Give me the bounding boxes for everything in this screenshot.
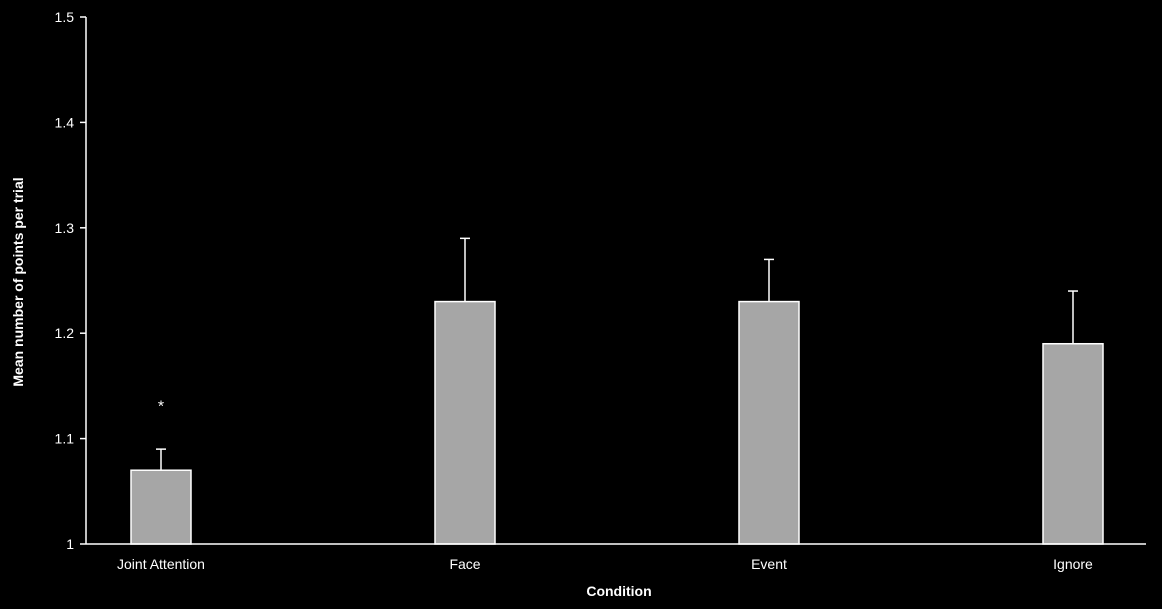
annotations-layer: * (158, 399, 164, 416)
x-axis-title: Condition (586, 583, 651, 599)
y-tick-label: 1.3 (55, 220, 75, 236)
error-bars-layer (156, 237, 1078, 471)
y-tick-label: 1.1 (55, 431, 75, 447)
bar (1042, 342, 1104, 545)
y-tick-label: 1.4 (55, 114, 75, 130)
bar (434, 300, 496, 545)
x-tick-label: Event (751, 556, 787, 572)
bar (738, 300, 800, 545)
x-ticks-layer: Joint Attention Face Event Ignore (117, 556, 1093, 572)
x-tick-label: Face (449, 556, 480, 572)
y-tick-label: 1 (66, 536, 74, 552)
bar (130, 469, 192, 545)
significance-marker: * (158, 399, 164, 416)
y-tick-label: 1.5 (55, 9, 75, 25)
bars-layer (130, 300, 1104, 545)
y-ticks-layer: 1 1.1 1.2 1.3 1.4 1.5 (55, 9, 86, 552)
y-tick-label: 1.2 (55, 325, 75, 341)
x-tick-label: Ignore (1053, 556, 1093, 572)
y-axis-title: Mean number of points per trial (10, 177, 26, 386)
x-tick-label: Joint Attention (117, 556, 205, 572)
